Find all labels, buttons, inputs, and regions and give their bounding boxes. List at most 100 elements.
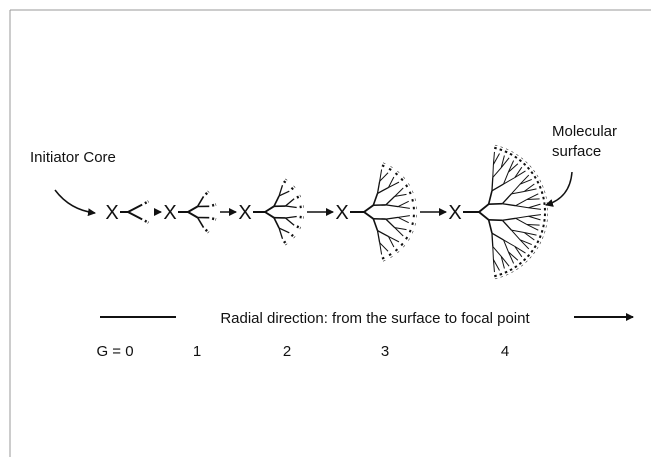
branch (514, 166, 523, 178)
core-x: X (105, 202, 118, 224)
initiator-core-label: Initiator Core (30, 149, 116, 166)
branch (387, 176, 395, 188)
branch (196, 217, 205, 228)
branch (379, 169, 383, 182)
branch (385, 218, 396, 229)
branch (515, 217, 528, 225)
branch (264, 205, 275, 213)
surface-group (543, 201, 548, 205)
branch (519, 174, 530, 185)
branch (285, 198, 295, 207)
surface-group (536, 179, 542, 184)
branch (264, 211, 275, 219)
branch (379, 242, 383, 255)
surface-group (493, 144, 498, 150)
surface-group (499, 272, 503, 278)
surface-group (388, 253, 393, 258)
surface-group (296, 225, 302, 230)
branch (503, 177, 516, 185)
branch (278, 227, 290, 234)
surface-group (514, 265, 519, 270)
branch (388, 235, 400, 243)
branch (508, 251, 519, 261)
branch (519, 178, 532, 185)
branch (127, 203, 143, 213)
branch (398, 215, 410, 218)
branch (514, 170, 526, 179)
surface-group (530, 169, 536, 175)
branch (519, 239, 530, 250)
surface-group (533, 174, 539, 179)
branch (519, 239, 532, 246)
surface-group (299, 205, 304, 209)
branch (478, 211, 490, 221)
branch (526, 224, 540, 226)
surface-group (296, 194, 302, 199)
surface-group (530, 249, 536, 255)
surface-group (542, 196, 547, 200)
core-x: X (335, 202, 348, 224)
branch (503, 171, 509, 185)
branch (492, 246, 502, 257)
branch (478, 203, 490, 213)
surface-group (405, 236, 410, 241)
branch (501, 219, 512, 231)
core-pointer (54, 189, 96, 217)
surface-group (522, 258, 528, 263)
branch (515, 205, 529, 209)
branch (524, 231, 537, 236)
surface-group (283, 240, 288, 246)
branch (492, 164, 494, 178)
branch (503, 239, 516, 247)
surface-group (538, 185, 544, 189)
surface-group (518, 157, 524, 163)
branch (376, 230, 381, 243)
branch (385, 204, 399, 208)
branch (491, 183, 504, 192)
branch (503, 239, 509, 253)
branch (376, 181, 381, 194)
surface-group (408, 229, 414, 234)
surface-group (394, 248, 400, 254)
branch (385, 216, 399, 220)
branch (285, 217, 295, 226)
surface-group (408, 190, 414, 195)
surface-group (542, 224, 547, 228)
branch (492, 259, 495, 273)
surface-group (144, 219, 149, 224)
branch (388, 181, 400, 189)
core-x: X (238, 202, 251, 224)
surface-group (518, 261, 524, 267)
surface-group (144, 200, 149, 205)
branch (492, 259, 500, 271)
branch (273, 217, 280, 229)
branch (526, 224, 539, 231)
surface-group (509, 151, 514, 156)
surface-group (211, 203, 217, 207)
surface-group (504, 148, 509, 154)
branch (385, 195, 396, 206)
generation-label: 2 (283, 343, 291, 360)
branch (500, 157, 510, 168)
surface-group (540, 190, 546, 195)
surface-group (211, 217, 217, 221)
branch (273, 195, 280, 207)
surface-group (522, 161, 528, 166)
branch (379, 242, 389, 252)
branch (363, 211, 374, 220)
branch (394, 227, 407, 231)
branch (523, 232, 535, 241)
surface-group (405, 183, 410, 188)
branch (487, 190, 493, 205)
surface-group (499, 146, 503, 152)
branch (508, 163, 519, 173)
branch (397, 200, 409, 208)
surface-group (290, 185, 296, 191)
branch (507, 251, 515, 264)
branch (187, 205, 199, 213)
branch (501, 193, 512, 205)
generation-label: 1 (193, 343, 201, 360)
branch (514, 246, 523, 258)
branch (387, 236, 395, 248)
branch (372, 193, 379, 206)
